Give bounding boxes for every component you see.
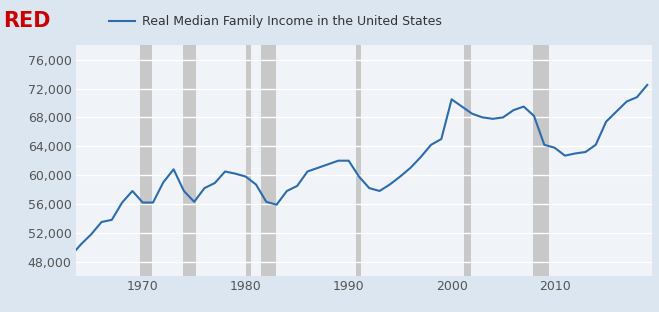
Bar <box>533 45 550 276</box>
Text: Real Median Family Income in the United States: Real Median Family Income in the United … <box>142 15 442 27</box>
Bar <box>246 45 251 276</box>
Bar <box>261 45 275 276</box>
Bar <box>183 45 196 276</box>
Text: RED: RED <box>3 11 51 31</box>
Bar <box>356 45 360 276</box>
Bar <box>140 45 152 276</box>
Bar <box>464 45 471 276</box>
